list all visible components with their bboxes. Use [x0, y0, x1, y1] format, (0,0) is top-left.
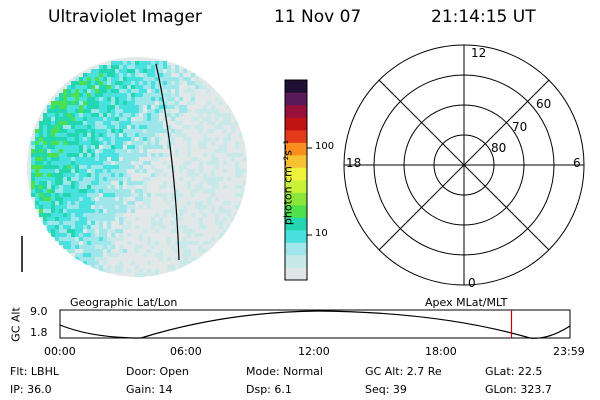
mlat-label-70: 70 — [512, 120, 528, 134]
colorbar-segment-11 — [285, 130, 307, 143]
altitude-curve — [59, 310, 571, 339]
colorbar-segment-0 — [285, 267, 307, 281]
mlt-label-6: 6 — [573, 156, 581, 170]
status-gc-alt: GC Alt: 2.7 Re — [365, 365, 442, 378]
timeline-x-tick-2359: 23:59 — [553, 345, 585, 358]
colorbar-segment-2 — [285, 242, 307, 256]
mlat-label-80: 80 — [491, 141, 507, 155]
colorbar-segment-6 — [285, 192, 307, 206]
colorbar-segment-14 — [285, 92, 307, 106]
timeline-frame — [59, 309, 571, 339]
colorbar-segment-1 — [285, 255, 307, 268]
timeline-x-tick-0600: 06:00 — [170, 345, 202, 358]
mlt-label-18: 18 — [346, 156, 362, 170]
uv-disk-emission — [31, 61, 247, 277]
status-filter: Flt: LBHL — [10, 365, 59, 378]
timeline-plot — [59, 309, 571, 339]
colorbar-segment-8 — [285, 167, 307, 181]
colorbar-segment-13 — [285, 105, 307, 118]
mlt-label-12: 12 — [471, 46, 487, 60]
polar-grid — [343, 44, 585, 286]
status-ip: IP: 36.0 — [10, 383, 52, 396]
timeline-right-title: Apex MLat/MLT — [425, 296, 508, 309]
observation-date: 11 Nov 07 — [274, 7, 362, 27]
colorbar-segment-4 — [285, 217, 307, 231]
colorbar-unit-label: photon cm⁻²s⁻¹ — [281, 139, 295, 226]
colorbar — [284, 79, 312, 281]
instrument-title: Ultraviolet Imager — [48, 7, 202, 27]
terminator-line — [155, 63, 180, 261]
colorbar-segment-3 — [285, 230, 307, 243]
status-seq: Seq: 39 — [365, 383, 407, 396]
status-glon: GLon: 323.7 — [485, 383, 552, 396]
timeline-left-title: Geographic Lat/Lon — [70, 296, 178, 309]
colorbar-tick-label-100: 100 — [315, 141, 335, 152]
colorbar-segment-10 — [285, 142, 307, 156]
timeline-y-axis-label: GC Alt — [9, 307, 23, 342]
timeline-x-tick-0000: 00:00 — [44, 345, 76, 358]
colorbar-tick-label-10: 10 — [315, 228, 328, 239]
status-door: Door: Open — [126, 365, 189, 378]
status-glat: GLat: 22.5 — [485, 365, 543, 378]
colorbar-segment-15 — [285, 80, 307, 93]
colorbar-segment-12 — [285, 117, 307, 131]
colorbar-segment-7 — [285, 180, 307, 193]
timeline-y-tick-min: 1.8 — [30, 326, 48, 339]
colorbar-frame — [284, 79, 308, 281]
mlat-label-60: 60 — [536, 97, 552, 111]
colorbar-segment-5 — [285, 205, 307, 218]
timeline-x-tick-1800: 18:00 — [425, 345, 457, 358]
colorbar-segment-9 — [285, 155, 307, 168]
status-dsp: Dsp: 6.1 — [246, 383, 292, 396]
observation-time: 21:14:15 UT — [431, 7, 536, 27]
mlt-label-0: 0 — [468, 276, 476, 290]
timeline-y-tick-max: 9.0 — [30, 305, 48, 318]
uv-image-disk — [27, 57, 247, 277]
status-mode: Mode: Normal — [246, 365, 323, 378]
polar-diagonal-b — [378, 79, 550, 251]
status-gain: Gain: 14 — [126, 383, 173, 396]
timeline-x-tick-1200: 12:00 — [298, 345, 330, 358]
